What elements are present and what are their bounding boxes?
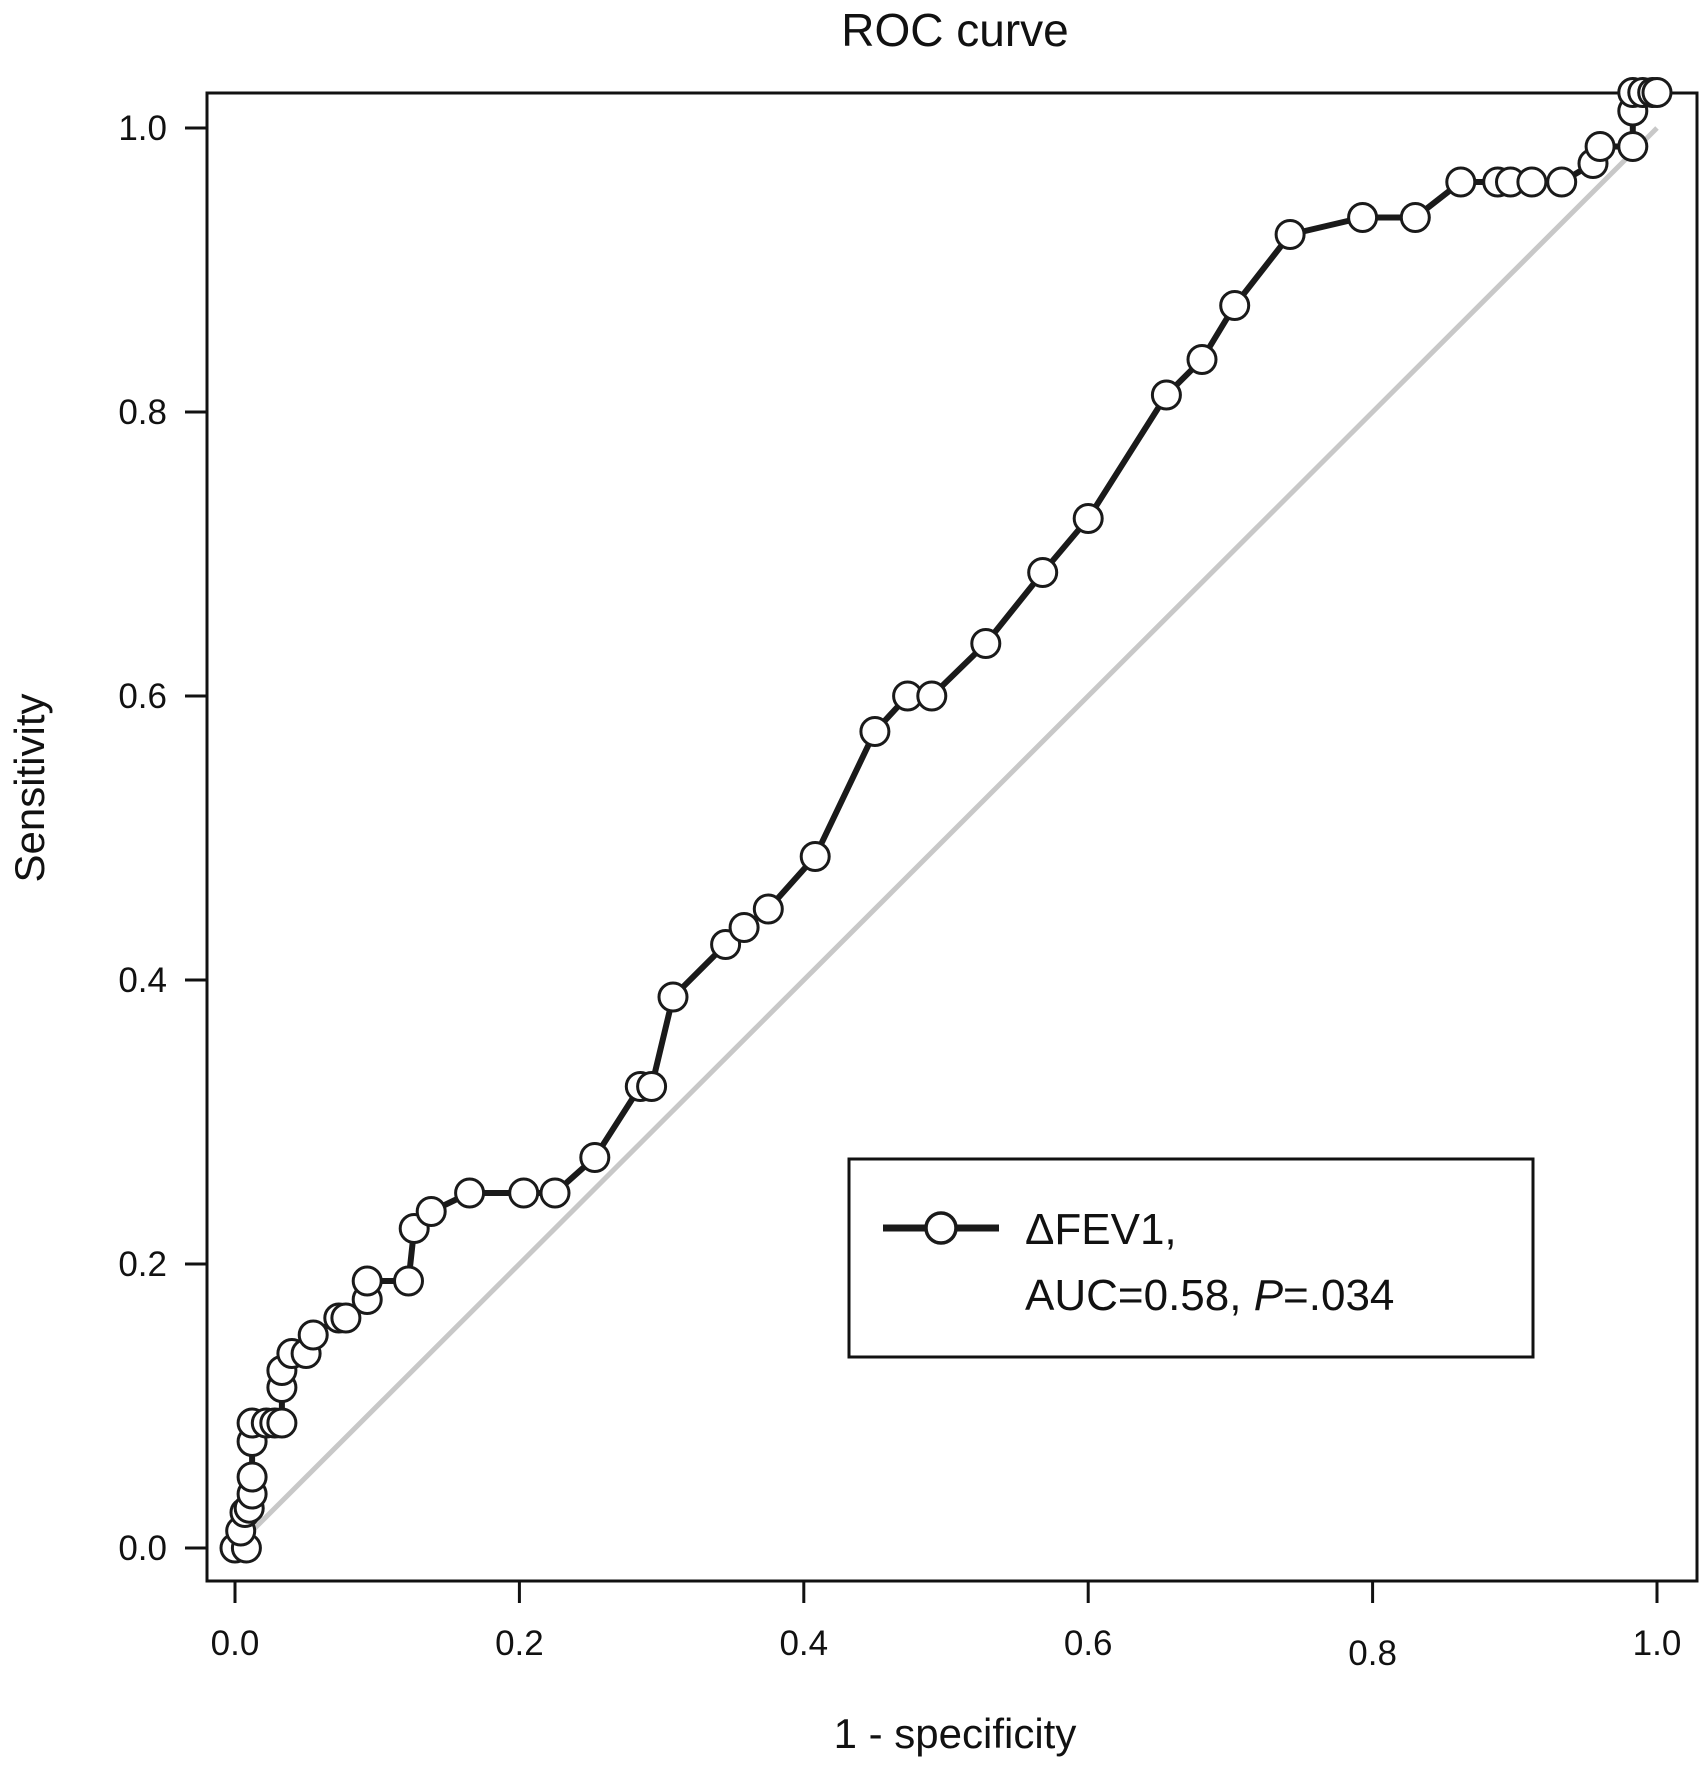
roc-point — [330, 1302, 362, 1334]
roc-marker-layer — [219, 77, 1673, 1564]
legend-p-symbol: P — [1254, 1271, 1284, 1320]
x-tick-label: 0.4 — [779, 1624, 828, 1663]
roc-point — [393, 1265, 424, 1297]
roc-point — [1072, 503, 1104, 534]
legend-box — [847, 1157, 1535, 1359]
y-axis-title: Sensitivity — [6, 693, 53, 882]
legend-auc-text: AUC=0.58, — [1025, 1271, 1254, 1320]
roc-point — [636, 1071, 668, 1102]
y-tick-label: 0.8 — [118, 393, 167, 432]
roc-point — [1219, 290, 1251, 321]
roc-point — [728, 912, 760, 943]
x-tick-label: 1.0 — [1633, 1624, 1682, 1663]
y-tick-label: 0.0 — [118, 1529, 167, 1568]
roc-point — [1274, 219, 1306, 250]
x-tick-label: 0.0 — [211, 1624, 260, 1663]
roc-point — [1546, 166, 1578, 198]
roc-point — [579, 1142, 611, 1173]
roc-point — [799, 841, 831, 872]
chart-title: ROC curve — [841, 4, 1068, 56]
roc-point — [657, 981, 689, 1013]
roc-point — [1516, 166, 1548, 198]
legend-p-value: =.034 — [1283, 1271, 1394, 1320]
roc-point — [1641, 77, 1673, 108]
reference-diagonal-line — [233, 126, 1659, 1550]
roc-point — [1399, 202, 1431, 233]
x-tick-label: 0.2 — [495, 1624, 544, 1663]
reference-line-layer — [233, 126, 1659, 1550]
y-tick-label: 0.2 — [118, 1245, 167, 1284]
roc-point — [351, 1265, 383, 1297]
roc-point — [752, 893, 784, 925]
roc-point — [1027, 557, 1059, 588]
roc-point — [916, 680, 948, 712]
roc-point — [454, 1177, 486, 1209]
legend-stats-label: AUC=0.58, P=.034 — [1025, 1271, 1394, 1320]
y-tick-label: 0.6 — [118, 677, 167, 716]
roc-point — [1617, 131, 1649, 162]
roc-point — [266, 1407, 298, 1439]
roc-point — [236, 1461, 268, 1493]
x-axis-title: 1 - specificity — [834, 1710, 1077, 1757]
roc-point — [508, 1177, 540, 1209]
roc-point — [1445, 166, 1477, 198]
roc-point — [1150, 379, 1182, 411]
axes: 0.0 0.2 0.4 0.6 0.8 1.0 0.0 0.2 0.4 0.6 0.8 1.0 — [118, 109, 1681, 1673]
x-tick-label: 0.6 — [1064, 1624, 1113, 1663]
roc-point — [539, 1177, 571, 1209]
legend: ΔFEV1, AUC=0.58, P=.034 — [847, 1157, 1535, 1359]
y-tick-label: 0.4 — [118, 961, 167, 1000]
roc-point — [297, 1319, 329, 1351]
plot-frame — [205, 91, 1699, 1583]
roc-point — [970, 628, 1002, 659]
x-tick-label: 0.8 — [1348, 1634, 1397, 1673]
legend-marker-swatch — [924, 1211, 958, 1245]
roc-point — [1584, 131, 1616, 162]
roc-point — [415, 1196, 447, 1227]
legend-series-label: ΔFEV1, — [1025, 1205, 1177, 1254]
roc-point — [859, 716, 891, 747]
roc-point — [1347, 202, 1379, 233]
y-tick-label: 1.0 — [118, 109, 167, 148]
roc-point — [1186, 344, 1218, 375]
